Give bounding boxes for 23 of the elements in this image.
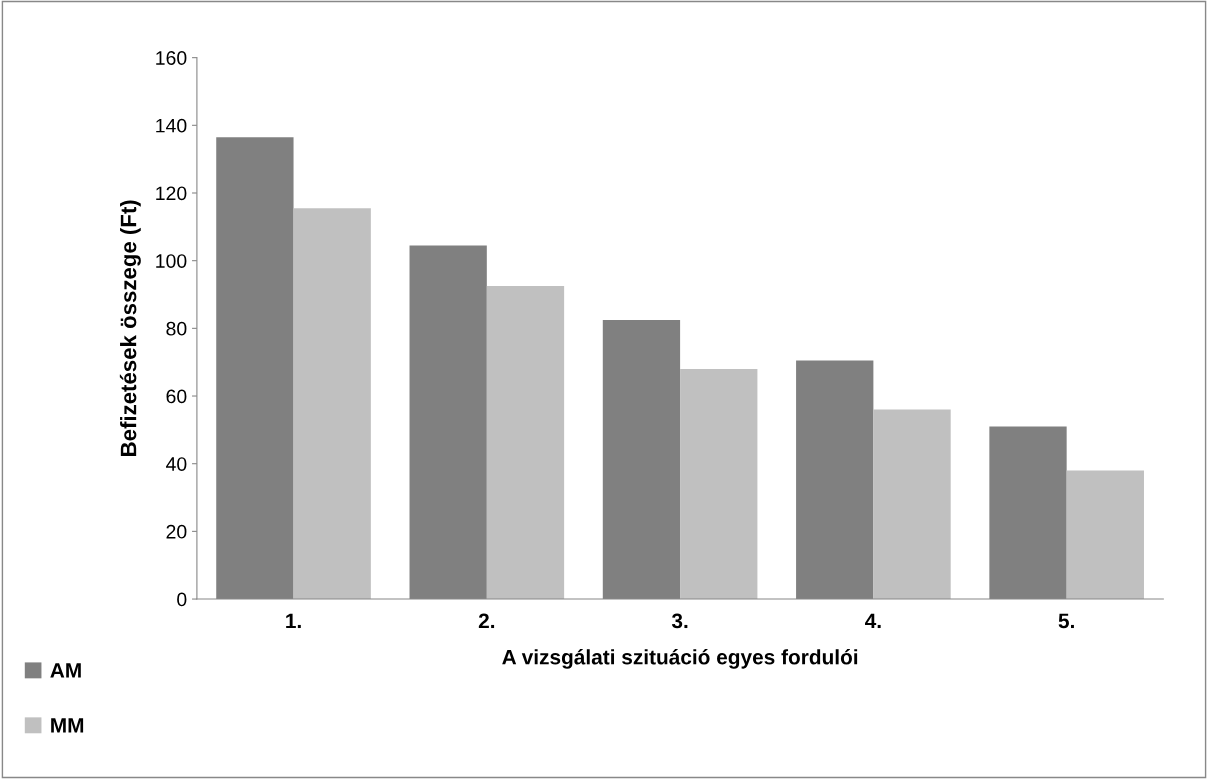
y-tick-label: 120	[156, 186, 187, 201]
y-tick-label: 140	[156, 118, 187, 133]
x-axis-title: A vizsgálati szituáció egyes fordulói	[502, 649, 858, 669]
x-tick-label: 3.	[671, 613, 688, 629]
x-tick-label: 5.	[1058, 613, 1074, 629]
legend-label: AM	[50, 663, 81, 678]
y-tick-label: 60	[166, 389, 187, 404]
y-tick-label: 160	[156, 51, 187, 65]
bar	[486, 286, 565, 600]
y-axis-title: Befizetések összege (Ft)	[119, 200, 141, 456]
bar	[873, 409, 951, 600]
y-tick-label: 80	[166, 321, 187, 336]
y-tick-label: 40	[166, 457, 187, 471]
bar	[293, 208, 371, 600]
bar	[680, 368, 758, 600]
bar	[1066, 470, 1144, 600]
legend-label: MM	[51, 718, 84, 733]
y-tick-label: 0	[177, 592, 187, 607]
y-tick-label: 100	[156, 254, 187, 268]
x-tick-label: 2.	[478, 613, 495, 629]
x-tick-label: 1.	[286, 613, 301, 629]
x-tick-label: 4.	[865, 613, 881, 629]
y-tick-label: 20	[166, 524, 187, 539]
